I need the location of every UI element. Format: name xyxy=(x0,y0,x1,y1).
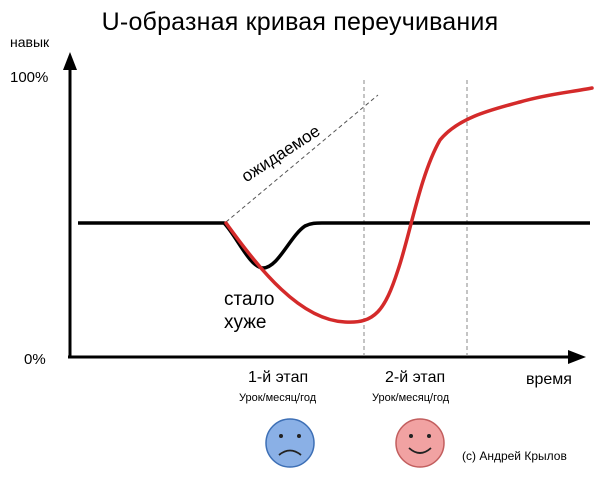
stage2-label: 2-й этап xyxy=(385,369,446,386)
baseline-curve xyxy=(78,221,590,270)
stage1-label: 1-й этап xyxy=(248,369,309,386)
y-axis-arrow xyxy=(63,52,77,70)
y-axis-label: навык xyxy=(10,34,50,50)
y-tick-0: 0% xyxy=(24,351,46,368)
relearning-curve xyxy=(224,86,594,324)
sad-face-icon xyxy=(265,418,315,468)
worse-label-line1: стало xyxy=(224,289,275,310)
happy-face-icon xyxy=(395,418,445,468)
stage1-sublabel: Урок/месяц/год xyxy=(239,392,317,404)
worse-label: стало хуже xyxy=(224,288,274,334)
worse-label-line2: хуже xyxy=(224,312,267,333)
y-tick-100: 100% xyxy=(10,69,49,86)
expected-line xyxy=(225,94,379,223)
diagram-title: U-образная кривая переучивания xyxy=(101,8,499,36)
copyright: (c) Андрей Крылов xyxy=(462,449,567,463)
stage2-sublabel: Урок/месяц/год xyxy=(372,392,450,404)
x-axis-arrow xyxy=(568,350,586,364)
x-axis-label: время xyxy=(526,371,572,388)
